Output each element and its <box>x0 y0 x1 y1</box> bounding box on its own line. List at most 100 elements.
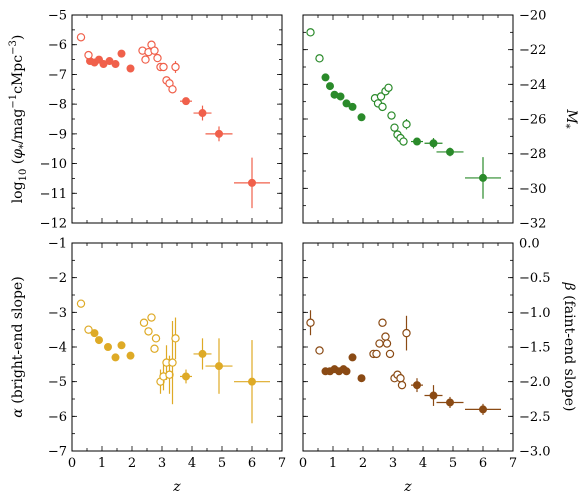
tick-group: 0 1 2 3 4 5 6 7−3.0 −2.5 −2.0 −1.5 −1.0 −0.5 0.0 <box>299 237 551 472</box>
plot-frame <box>302 14 514 224</box>
open-data-point <box>159 62 168 72</box>
open-data-point <box>315 346 324 355</box>
open-data-point <box>84 50 93 60</box>
open-data-point <box>306 28 315 37</box>
filled-data-point <box>111 60 120 69</box>
open-data-point <box>399 137 408 146</box>
y-tick-label: 0.0 <box>519 237 540 252</box>
filled-data-point <box>214 362 223 371</box>
y-tick-label: −8 <box>48 98 67 113</box>
x-tick-label: 1 <box>98 456 106 471</box>
open-data-point <box>168 85 177 94</box>
y-tick-label: −5 <box>48 9 67 24</box>
open-data-point <box>168 358 177 367</box>
open-data-point <box>144 327 153 336</box>
open-data-point <box>372 349 381 359</box>
open-data-point <box>151 334 161 343</box>
y-tick-label: −1 <box>48 237 67 252</box>
y-tick-label: −11 <box>40 187 67 202</box>
tick-group: 0 1 2 3 4 5 6 7 −7 −6 −5 −4 −3 −2 −1 <box>48 237 286 472</box>
open-data-point <box>397 380 407 390</box>
x-tick-label: 0 <box>68 456 76 471</box>
plot-frame <box>302 242 514 452</box>
open-data-point <box>385 349 395 359</box>
x-axis-label: z <box>172 479 181 495</box>
filled-data-point <box>104 342 113 351</box>
open-data-point <box>387 111 396 120</box>
filled-data-point <box>117 49 126 58</box>
filled-data-point <box>198 349 207 358</box>
filled-data-point <box>336 92 345 101</box>
y-tick-label: −30 <box>519 182 546 197</box>
x-tick-label: 3 <box>389 456 397 471</box>
y-tick-label: −0.5 <box>519 271 551 286</box>
open-data-point <box>153 53 162 63</box>
plot-frame <box>71 242 283 452</box>
mark-group <box>306 310 501 415</box>
filled-data-point <box>126 64 135 73</box>
open-data-point <box>378 318 387 327</box>
y-tick-label: −20 <box>519 9 546 24</box>
open-data-point <box>306 318 315 327</box>
filled-data-point <box>445 398 454 407</box>
tick-group: −32 −30 −28 −26 −24 −22 −20 <box>302 9 546 232</box>
y-tick-label: −6 <box>48 410 67 425</box>
y-tick-label: −32 <box>519 217 546 232</box>
y-tick-label: −3 <box>48 306 67 321</box>
y-tick-label: −24 <box>519 78 546 93</box>
open-data-point <box>375 339 384 348</box>
filled-data-point <box>429 139 438 148</box>
x-tick-label: 4 <box>188 456 196 471</box>
filled-data-point <box>325 82 334 91</box>
filled-data-point <box>126 351 135 360</box>
y-tick-label: −7 <box>48 68 67 83</box>
open-data-point <box>390 123 399 132</box>
mark-group <box>306 28 501 199</box>
open-data-point <box>381 332 390 341</box>
y-axis-label: β (faint-end slope) <box>561 282 577 412</box>
filled-data-point <box>478 173 487 182</box>
mark-group <box>76 33 270 209</box>
x-tick-label: 2 <box>128 456 136 471</box>
panel-phi-star: −12 −11 −10 −9 −8 −7 −6 −5 log10 (φ*/mag−1cMpc−… <box>8 9 283 232</box>
x-tick-label: 4 <box>419 456 427 471</box>
open-data-point <box>378 102 387 112</box>
open-data-point <box>376 92 386 101</box>
x-tick-label: 5 <box>218 456 226 471</box>
y-tick-label: −7 <box>48 445 67 460</box>
y-tick-label: −26 <box>519 113 546 128</box>
filled-data-point <box>445 147 454 156</box>
open-data-point <box>84 325 93 334</box>
filled-data-point <box>348 353 357 362</box>
y-tick-label: −4 <box>48 341 67 356</box>
x-tick-label: 1 <box>329 456 337 471</box>
open-data-point <box>402 328 411 338</box>
filled-data-point <box>90 329 99 338</box>
open-data-point <box>147 313 156 322</box>
filled-data-point <box>342 367 351 376</box>
filled-data-point <box>321 73 330 82</box>
y-tick-label: −9 <box>48 127 67 142</box>
open-data-point <box>141 55 150 64</box>
plot-frame <box>71 14 283 224</box>
open-data-point <box>171 334 180 343</box>
x-tick-label: 7 <box>509 456 517 471</box>
filled-data-point <box>214 129 223 138</box>
filled-data-point <box>247 377 256 386</box>
open-data-point <box>396 374 405 383</box>
x-tick-label: 6 <box>479 456 487 471</box>
y-axis-label: α (bright-end slope) <box>10 276 26 417</box>
filled-data-point <box>348 102 357 111</box>
x-tick-label: 6 <box>248 456 256 471</box>
y-tick-label: −22 <box>519 43 546 58</box>
filled-data-point <box>342 99 351 108</box>
y-tick-label: −2 <box>48 271 67 286</box>
x-tick-label: 5 <box>449 456 457 471</box>
x-tick-label: 0 <box>299 456 307 471</box>
filled-data-point <box>478 405 487 414</box>
y-tick-label: −1.0 <box>519 306 551 321</box>
open-data-point <box>139 318 149 327</box>
filled-data-point <box>181 372 190 381</box>
y-tick-label: −5 <box>48 375 67 390</box>
